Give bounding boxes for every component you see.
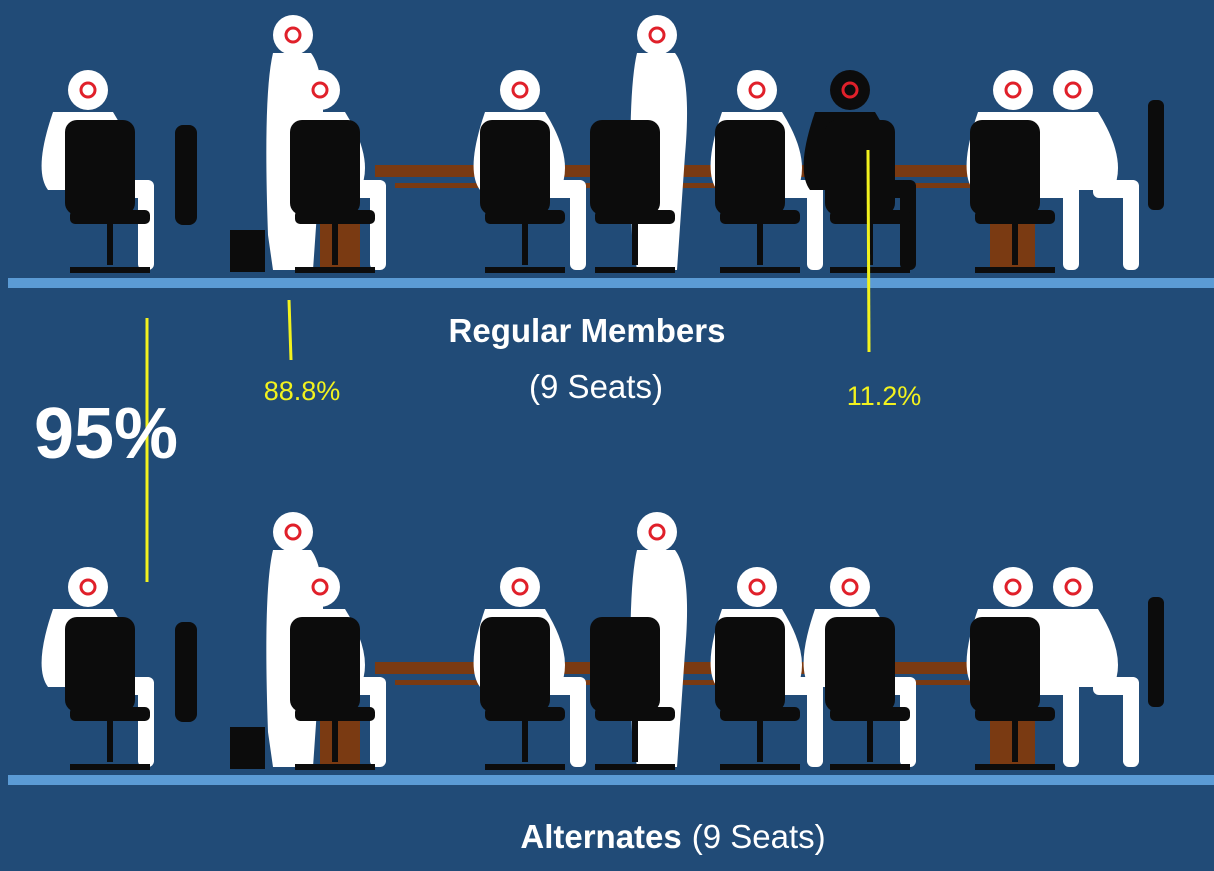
person-leg (138, 180, 154, 270)
floor (8, 278, 1214, 288)
person-leg (570, 180, 586, 270)
person-head (637, 512, 677, 552)
person-leg (370, 677, 386, 767)
person-leg (900, 180, 916, 270)
person-head (300, 567, 340, 607)
side-chair (1148, 597, 1164, 707)
infographic: Regular Members (9 Seats) 88.8% 11.2% 95… (0, 0, 1214, 871)
chair-back (715, 120, 785, 215)
section-title: Regular Members (449, 312, 726, 349)
seat-count: (9 Seats) (692, 818, 826, 855)
overall-share: 95% (34, 394, 178, 474)
chair-seat (595, 707, 675, 721)
pointer-line (868, 150, 869, 352)
chair-back (825, 120, 895, 215)
side-chair (1148, 100, 1164, 210)
chair-seat (485, 210, 565, 224)
person-head (830, 70, 870, 110)
person-leg (1123, 677, 1139, 767)
chair-seat (975, 707, 1055, 721)
share-label: 88.8% (264, 376, 341, 406)
person-leg (900, 677, 916, 767)
chair-seat (720, 210, 800, 224)
floor (8, 775, 1214, 785)
person-head (1053, 70, 1093, 110)
person-leg (807, 677, 823, 767)
chair-back (970, 617, 1040, 712)
section-title-line: Alternates (9 Seats) (520, 818, 825, 855)
person-head (273, 512, 313, 552)
page: Regular Members (9 Seats) 88.8% 11.2% 95… (0, 0, 1214, 871)
person-head (1053, 567, 1093, 607)
chair-seat (295, 707, 375, 721)
person-leg (370, 180, 386, 270)
pointer-line (289, 300, 291, 360)
chair-seat (720, 707, 800, 721)
chair-back (290, 617, 360, 712)
chair-back (825, 617, 895, 712)
chair-seat (595, 210, 675, 224)
chair-seat (70, 707, 150, 721)
bag (230, 727, 265, 769)
chair-seat (830, 707, 910, 721)
chair-back (480, 120, 550, 215)
person-leg (1123, 180, 1139, 270)
person-head (637, 15, 677, 55)
seat-count: (9 Seats) (529, 368, 663, 405)
chair-seat (295, 210, 375, 224)
person-leg (807, 180, 823, 270)
share-label: 11.2% (847, 381, 922, 411)
chair-back (715, 617, 785, 712)
person-head (500, 70, 540, 110)
chair-back (65, 617, 135, 712)
chair-back (65, 120, 135, 215)
chair-seat (975, 210, 1055, 224)
chair-back (590, 120, 660, 215)
person-head (500, 567, 540, 607)
person-head (68, 567, 108, 607)
chair-back (480, 617, 550, 712)
bag (230, 230, 265, 272)
side-chair (175, 622, 197, 722)
chair-seat (70, 210, 150, 224)
person-leg (1063, 180, 1079, 270)
person-head (993, 567, 1033, 607)
person-leg (138, 677, 154, 767)
chair-seat (830, 210, 910, 224)
chair-back (590, 617, 660, 712)
section-title: Alternates (520, 818, 681, 855)
person-head (273, 15, 313, 55)
chair-back (290, 120, 360, 215)
person-head (300, 70, 340, 110)
chair-seat (485, 707, 565, 721)
side-chair (175, 125, 197, 225)
person-head (737, 567, 777, 607)
person-head (737, 70, 777, 110)
person-head (830, 567, 870, 607)
chair-back (970, 120, 1040, 215)
person-leg (570, 677, 586, 767)
person-head (993, 70, 1033, 110)
person-leg (1063, 677, 1079, 767)
person-head (68, 70, 108, 110)
